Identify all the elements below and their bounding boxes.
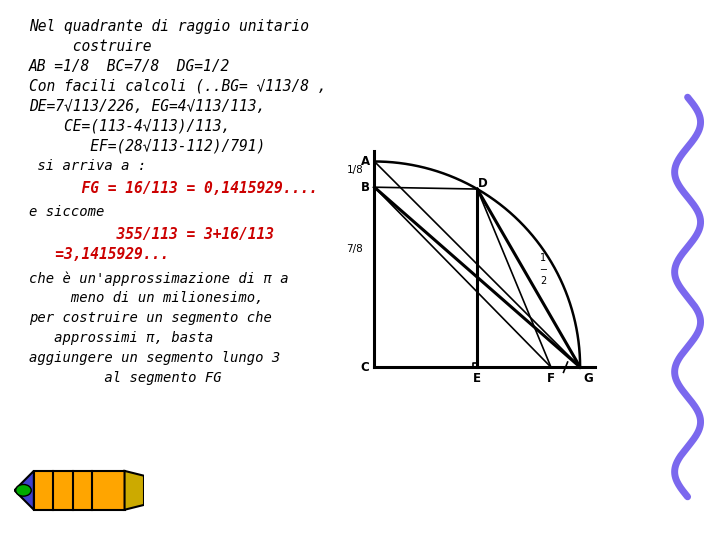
Text: C: C — [361, 361, 369, 374]
Text: approssimi π, basta: approssimi π, basta — [29, 331, 213, 345]
Text: aggiungere un segmento lungo 3: aggiungere un segmento lungo 3 — [29, 351, 280, 365]
Text: B: B — [361, 181, 369, 194]
Text: costruire: costruire — [29, 39, 151, 54]
Text: al segmento FG: al segmento FG — [29, 371, 222, 385]
Text: E: E — [473, 372, 481, 385]
Text: meno di un milionesimo,: meno di un milionesimo, — [29, 291, 264, 305]
Text: =3,1415929...: =3,1415929... — [29, 247, 168, 262]
Text: D: D — [477, 178, 487, 191]
Text: DE=7√113/226, EG=4√113/113,: DE=7√113/226, EG=4√113/113, — [29, 99, 265, 114]
Text: per costruire un segmento che: per costruire un segmento che — [29, 311, 271, 325]
Text: F: F — [547, 372, 555, 385]
Text: 355/113 = 3+16/113: 355/113 = 3+16/113 — [29, 227, 274, 242]
Text: si arriva a :: si arriva a : — [29, 159, 146, 173]
Text: EF=(28√113-112)/791): EF=(28√113-112)/791) — [29, 139, 265, 154]
Text: Nel quadrante di raggio unitario: Nel quadrante di raggio unitario — [29, 19, 309, 34]
Text: FG = 16/113 = 0,1415929....: FG = 16/113 = 0,1415929.... — [29, 181, 318, 197]
Text: CE=(113-4√113)/113,: CE=(113-4√113)/113, — [29, 119, 230, 134]
Circle shape — [16, 484, 31, 496]
Text: che è un'approssimazione di π a: che è un'approssimazione di π a — [29, 271, 289, 286]
Text: AB =1/8  BC=7/8  DG=1/2: AB =1/8 BC=7/8 DG=1/2 — [29, 59, 230, 74]
Text: G: G — [583, 372, 593, 385]
Polygon shape — [125, 471, 144, 510]
Text: A: A — [361, 155, 369, 168]
Text: Con facili calcoli (..BG= √113/8 ,: Con facili calcoli (..BG= √113/8 , — [29, 79, 326, 94]
Text: 1
─
2: 1 ─ 2 — [540, 253, 546, 287]
Text: 1/8: 1/8 — [346, 165, 363, 175]
Text: 7/8: 7/8 — [346, 244, 363, 254]
Polygon shape — [34, 471, 125, 510]
Polygon shape — [14, 471, 34, 510]
Text: e siccome: e siccome — [29, 205, 104, 219]
